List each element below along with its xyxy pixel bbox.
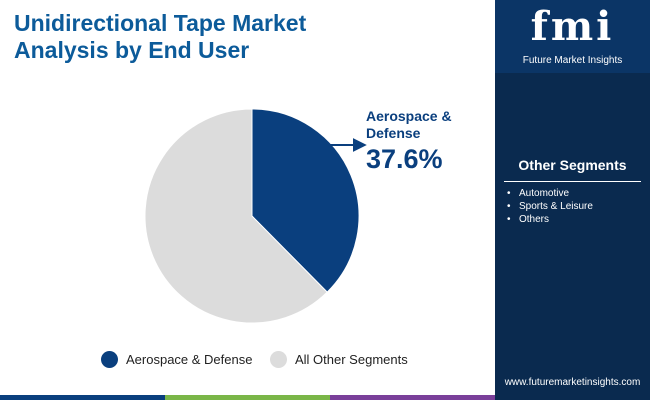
annotation-value: 37.6%: [366, 144, 443, 174]
segment-item-sports-leisure: Sports & Leisure: [507, 200, 593, 213]
pie-slice-aerospace-defense: [251, 108, 360, 293]
logo-text: Future Market Insights: [522, 55, 623, 66]
bottom-bar-segment-1: [0, 395, 165, 400]
page-title: Unidirectional Tape Market Analysis by E…: [14, 10, 474, 64]
legend-label-all-other-segments: All Other Segments: [295, 351, 408, 367]
legend-swatch-all-other-segments: [270, 350, 287, 368]
page-title-line-2: Analysis by End User: [14, 37, 250, 63]
segment-item-others: Others: [507, 213, 593, 226]
pie-slice-all-other-segments: [144, 108, 328, 324]
pie-slices: [144, 108, 360, 324]
bottom-bar-segment-2: [165, 395, 330, 400]
bottom-color-bar: [0, 395, 495, 400]
other-segments-title: Other Segments: [504, 151, 641, 182]
legend-item-all-other-segments: All Other Segments: [270, 349, 408, 369]
logo[interactable]: fmi Future Market Insights: [495, 0, 650, 73]
legend-swatch-aerospace-defense: [101, 350, 118, 368]
page-title-line-1: Unidirectional Tape Market: [14, 10, 307, 36]
annotation-label-line-2: Defense: [366, 125, 421, 141]
website-link[interactable]: www.futuremarketinsights.com: [504, 377, 641, 388]
legend-label-aerospace-defense: Aerospace & Defense: [126, 351, 253, 367]
other-segments-list: Automotive Sports & Leisure Others: [507, 187, 593, 226]
chart-legend: Aerospace & Defense All Other Segments: [0, 349, 495, 369]
pie-chart: Aerospace & Defense 37.6%: [144, 108, 452, 324]
sidebar: fmi Future Market Insights Other Segment…: [495, 0, 650, 400]
annotation-label-line-1: Aerospace &: [366, 108, 452, 124]
logo-mark: fmi: [530, 3, 615, 50]
bottom-bar-segment-4: [330, 395, 495, 400]
legend-item-aerospace-defense: Aerospace & Defense: [101, 349, 252, 369]
segment-item-automotive: Automotive: [507, 187, 593, 200]
